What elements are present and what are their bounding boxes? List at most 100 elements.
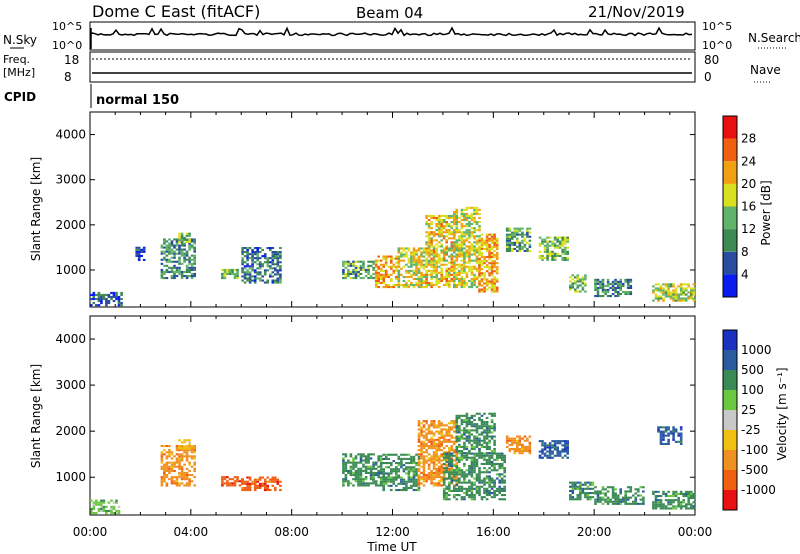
velocity-cell <box>362 455 365 458</box>
power-cell <box>382 275 385 278</box>
velocity-cell <box>495 469 499 472</box>
velocity-cell <box>692 495 696 498</box>
velocity-cell <box>513 448 517 451</box>
velocity-cell <box>427 459 431 462</box>
velocity-cell <box>432 457 436 460</box>
power-cell <box>263 269 267 272</box>
power-cell <box>226 272 229 275</box>
velocity-cell <box>448 449 451 452</box>
velocity-cell <box>165 469 169 472</box>
velocity-cell <box>664 507 668 510</box>
power-cell <box>478 280 481 283</box>
velocity-cell <box>258 476 262 479</box>
velocity-cell <box>238 480 242 483</box>
power-cell <box>163 277 166 280</box>
velocity-cell <box>455 423 459 426</box>
power-cell <box>112 295 116 298</box>
velocity-cell <box>442 467 446 470</box>
velocity-cell <box>463 419 466 422</box>
velocity-cell <box>427 467 431 470</box>
power-cell <box>437 279 441 282</box>
velocity-blob-3 <box>221 476 244 487</box>
velocity-cell <box>458 437 461 440</box>
velocity-cell <box>503 481 506 484</box>
power-blob-10 <box>453 206 481 289</box>
power-cell <box>382 277 385 280</box>
power-cell <box>453 259 456 262</box>
power-cell <box>357 275 360 278</box>
velocity-cell <box>384 457 388 460</box>
nsky-panel-frame <box>89 21 696 51</box>
velocity-cell <box>662 507 665 510</box>
power-cell <box>97 300 101 303</box>
power-cell <box>473 241 476 244</box>
velocity-cell <box>611 494 615 497</box>
power-cell <box>183 244 186 247</box>
power-cell <box>251 265 254 268</box>
velocity-cell <box>468 450 471 453</box>
power-cell <box>427 281 431 284</box>
velocity-cell <box>483 441 486 444</box>
velocity-cell <box>626 502 630 505</box>
power-cell <box>480 262 484 265</box>
velocity-cell <box>362 482 365 485</box>
power-cell <box>178 272 181 275</box>
power-cell <box>455 245 459 248</box>
power-cell <box>455 225 459 228</box>
velocity-cell <box>241 486 244 489</box>
power-cell <box>420 251 423 254</box>
velocity-cell <box>432 463 436 466</box>
velocity-cell <box>473 437 476 440</box>
power-cell <box>667 287 670 290</box>
velocity-cell <box>470 498 474 501</box>
power-cell <box>505 241 509 244</box>
power-cell <box>571 284 575 287</box>
power-cell <box>228 272 232 275</box>
power-cell <box>619 278 622 281</box>
power-cell <box>248 247 252 250</box>
velocity-cell <box>495 456 499 459</box>
velocity-cell <box>579 481 582 484</box>
velocity-cell <box>183 471 186 474</box>
power-cell <box>659 295 663 298</box>
velocity-cell <box>377 484 380 487</box>
velocity-blob-4 <box>241 476 282 492</box>
velocity-cell <box>634 498 638 501</box>
velocity-cell <box>579 492 582 495</box>
power-cell <box>606 288 610 291</box>
velocity-cell <box>679 442 683 445</box>
velocity-cell <box>97 501 101 504</box>
power-cell <box>682 293 685 296</box>
velocity-cell <box>667 440 670 443</box>
power-cell <box>460 251 464 254</box>
velocity-cell <box>553 446 557 449</box>
power-cell <box>425 247 428 250</box>
velocity-cell <box>538 450 542 453</box>
power-cell <box>352 260 355 263</box>
power-cell <box>460 239 464 242</box>
power-cell <box>425 281 428 284</box>
velocity-cell <box>468 481 471 484</box>
velocity-cell <box>692 497 696 500</box>
velocity-cell <box>621 498 625 501</box>
velocity-cell <box>669 503 673 506</box>
power-cell <box>256 249 259 252</box>
power-cell <box>440 231 443 234</box>
velocity-cell <box>508 448 512 451</box>
power-colorbar-tick: 20 <box>741 177 756 191</box>
power-cell <box>478 268 481 271</box>
velocity-cell <box>236 480 239 483</box>
velocity-cell <box>379 465 383 468</box>
power-cell <box>427 214 431 217</box>
power-cell <box>223 270 227 273</box>
power-cell <box>425 216 428 219</box>
velocity-cell <box>518 437 522 440</box>
velocity-cell <box>266 476 270 479</box>
power-cell <box>251 275 254 278</box>
power-cell <box>137 246 141 249</box>
velocity-cell <box>372 463 375 466</box>
power-cell <box>188 260 191 263</box>
velocity-cell <box>231 478 234 481</box>
power-cell <box>420 279 423 282</box>
velocity-cell <box>485 494 489 497</box>
